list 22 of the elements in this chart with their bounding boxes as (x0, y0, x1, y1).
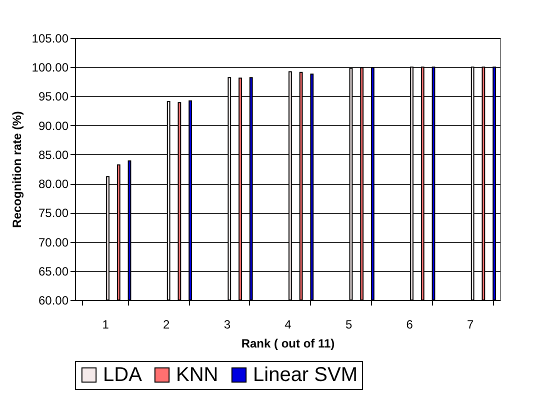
y-tick-label: 80.00 (38, 177, 69, 192)
y-tick-label: 105.00 (32, 32, 69, 46)
x-tick-label: 7 (467, 318, 474, 332)
legend-label: LDA (103, 364, 143, 386)
x-tick-label: 4 (284, 318, 292, 332)
y-tick-label: 85.00 (38, 148, 69, 162)
x-tick-label: 3 (224, 318, 231, 332)
x-tick-label: 1 (102, 318, 110, 332)
y-tick-label: 95.00 (38, 90, 69, 104)
y-tick-label: 60.00 (38, 294, 69, 308)
x-tick-label: 2 (163, 318, 170, 332)
x-axis-title: Rank ( out of 11) (241, 336, 335, 350)
y-axis-title: Recognition rate (%) (10, 111, 24, 228)
y-tick-label: 65.00 (38, 264, 69, 278)
y-tick-label: 90.00 (38, 118, 69, 133)
y-tick-label: 100.00 (32, 60, 69, 75)
legend-label: Linear SVM (253, 364, 358, 386)
x-tick-label: 5 (345, 318, 352, 332)
legend-label: KNN (176, 364, 218, 386)
y-tick-label: 70.00 (38, 235, 69, 250)
y-tick-label: 75.00 (38, 206, 69, 220)
x-tick-label: 6 (406, 318, 414, 332)
